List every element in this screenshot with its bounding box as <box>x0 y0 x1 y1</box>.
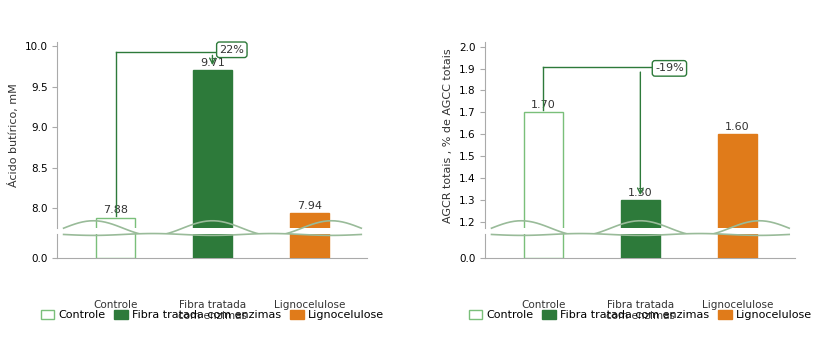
Bar <box>717 134 756 353</box>
Text: Lignocelulose: Lignocelulose <box>701 299 772 310</box>
Bar <box>290 0 328 258</box>
Text: Fibra tratada
com enzimas: Fibra tratada com enzimas <box>605 299 674 321</box>
Text: Lignocelulose: Lignocelulose <box>274 299 345 310</box>
Text: 7.88: 7.88 <box>103 205 128 215</box>
Bar <box>523 0 562 258</box>
Text: 7.94: 7.94 <box>296 201 321 211</box>
Text: -19%: -19% <box>654 64 683 73</box>
Text: Controle: Controle <box>93 299 138 310</box>
Bar <box>192 0 232 258</box>
Bar <box>96 0 135 258</box>
Text: 1.70: 1.70 <box>531 100 555 110</box>
Text: 1.30: 1.30 <box>627 187 652 198</box>
Legend: Controle, Fibra tratada com enzimas, Lignocelulose: Controle, Fibra tratada com enzimas, Lig… <box>464 305 816 324</box>
Y-axis label: AGCR totais , % de AGCC totais: AGCR totais , % de AGCC totais <box>443 48 453 223</box>
Bar <box>192 70 232 353</box>
Legend: Controle, Fibra tratada com enzimas, Lignocelulose: Controle, Fibra tratada com enzimas, Lig… <box>36 305 388 324</box>
Bar <box>523 112 562 353</box>
Bar <box>717 0 756 258</box>
Text: 22%: 22% <box>219 45 244 55</box>
Bar <box>290 213 328 353</box>
Bar <box>96 218 135 353</box>
Y-axis label: Ácido butírico, mM: Ácido butírico, mM <box>8 83 19 187</box>
Text: 1.60: 1.60 <box>724 122 749 132</box>
Text: Controle: Controle <box>521 299 565 310</box>
Text: 9.71: 9.71 <box>200 58 224 68</box>
Bar <box>620 0 659 258</box>
Bar <box>620 200 659 353</box>
Text: Fibra tratada
com enzimas: Fibra tratada com enzimas <box>178 299 247 321</box>
